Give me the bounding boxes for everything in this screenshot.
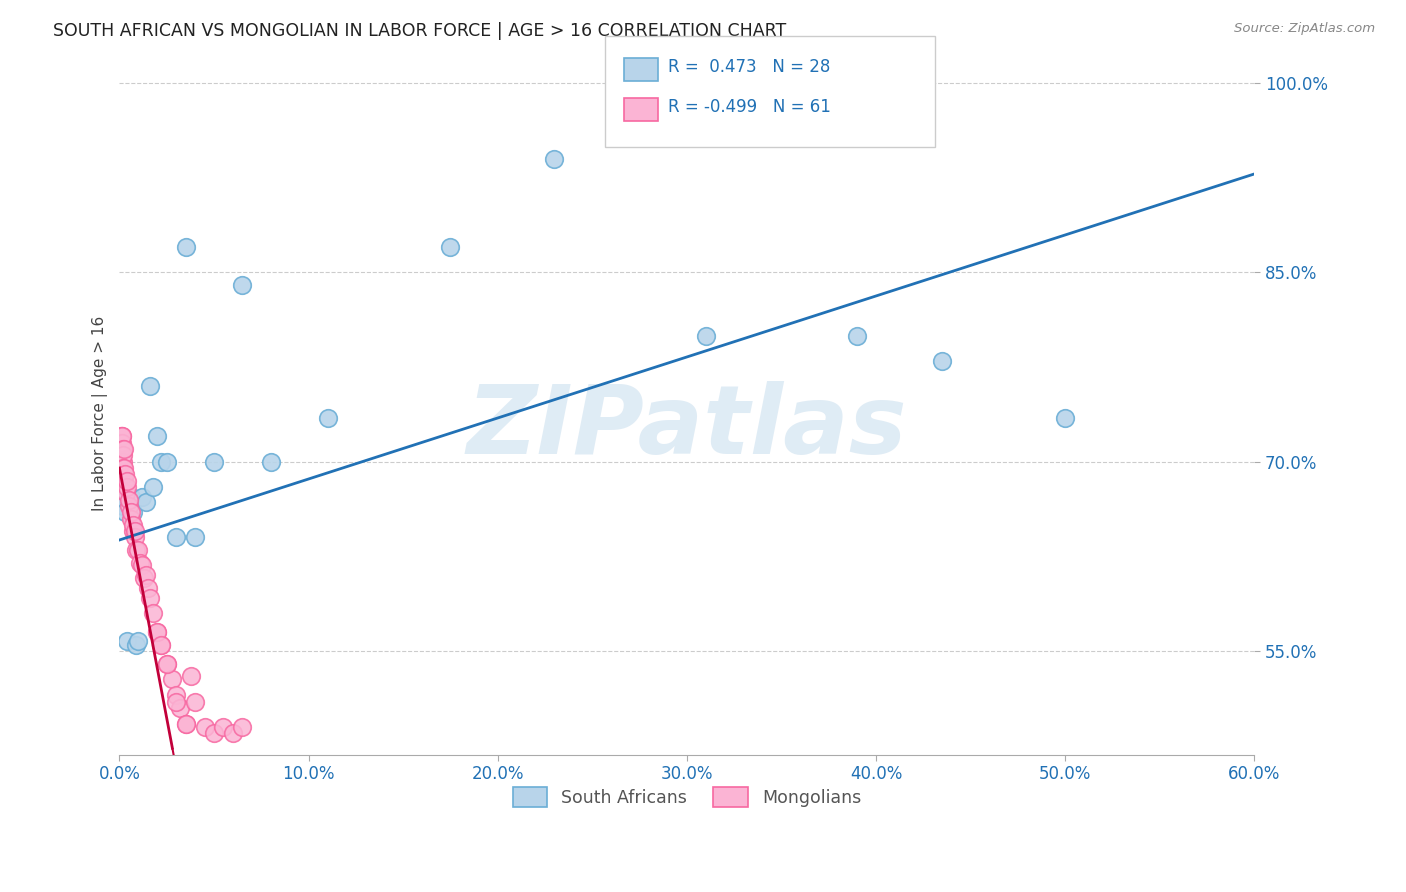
Point bbox=[120, 505, 142, 519]
Point bbox=[112, 467, 135, 482]
Point bbox=[156, 455, 179, 469]
Y-axis label: In Labor Force | Age > 16: In Labor Force | Age > 16 bbox=[93, 316, 108, 511]
Point bbox=[180, 669, 202, 683]
Point bbox=[110, 442, 132, 456]
Point bbox=[125, 543, 148, 558]
Point bbox=[193, 720, 215, 734]
Point bbox=[931, 353, 953, 368]
Point bbox=[184, 531, 207, 545]
Text: R =  0.473   N = 28: R = 0.473 N = 28 bbox=[668, 58, 830, 76]
Legend: South Africans, Mongolians: South Africans, Mongolians bbox=[506, 780, 868, 814]
Point bbox=[121, 524, 143, 538]
Point bbox=[112, 442, 135, 456]
Point bbox=[114, 480, 136, 494]
Point bbox=[110, 455, 132, 469]
Point bbox=[112, 461, 135, 475]
Point bbox=[115, 480, 138, 494]
Point bbox=[129, 556, 152, 570]
Point bbox=[165, 688, 187, 702]
Point bbox=[111, 455, 134, 469]
Point bbox=[543, 152, 565, 166]
Point bbox=[118, 499, 141, 513]
Point bbox=[110, 455, 132, 469]
Point bbox=[131, 558, 153, 573]
Point bbox=[150, 455, 173, 469]
Point bbox=[222, 726, 245, 740]
Text: Source: ZipAtlas.com: Source: ZipAtlas.com bbox=[1234, 22, 1375, 36]
Point bbox=[121, 505, 143, 519]
Point bbox=[174, 717, 197, 731]
Point bbox=[120, 490, 142, 504]
Point bbox=[1054, 410, 1077, 425]
Point bbox=[114, 505, 136, 519]
Text: R = -0.499   N = 61: R = -0.499 N = 61 bbox=[668, 98, 831, 116]
Point bbox=[136, 581, 159, 595]
Point bbox=[112, 461, 135, 475]
Point bbox=[112, 449, 135, 463]
Point bbox=[124, 531, 146, 545]
Point bbox=[231, 720, 253, 734]
Point bbox=[316, 410, 339, 425]
Point bbox=[110, 492, 132, 507]
Point bbox=[184, 694, 207, 708]
Point bbox=[150, 638, 173, 652]
Point bbox=[124, 524, 146, 538]
Point bbox=[138, 591, 160, 605]
Point bbox=[110, 429, 132, 443]
Point bbox=[120, 511, 142, 525]
Point bbox=[202, 455, 225, 469]
Point bbox=[156, 657, 179, 671]
Point bbox=[132, 571, 155, 585]
Point bbox=[111, 429, 134, 443]
Point bbox=[111, 442, 134, 456]
Point bbox=[112, 474, 135, 488]
Point bbox=[846, 328, 869, 343]
Point bbox=[231, 278, 253, 293]
Point bbox=[156, 657, 179, 671]
Point bbox=[111, 455, 134, 469]
Point bbox=[202, 726, 225, 740]
Point bbox=[169, 701, 191, 715]
Point bbox=[117, 474, 139, 488]
Point bbox=[114, 467, 136, 482]
Text: ZIPatlas: ZIPatlas bbox=[467, 381, 907, 474]
Point bbox=[150, 638, 173, 652]
Point bbox=[127, 634, 149, 648]
Point bbox=[127, 543, 149, 558]
Point bbox=[115, 486, 138, 500]
Point bbox=[135, 495, 157, 509]
Point bbox=[111, 449, 134, 463]
Point bbox=[146, 625, 169, 640]
Point bbox=[110, 435, 132, 450]
Point bbox=[111, 429, 134, 443]
Point bbox=[135, 568, 157, 582]
Point bbox=[125, 638, 148, 652]
Point bbox=[695, 328, 717, 343]
Point bbox=[122, 517, 145, 532]
Point bbox=[142, 480, 165, 494]
Point bbox=[165, 694, 187, 708]
Point bbox=[142, 606, 165, 620]
Point bbox=[115, 634, 138, 648]
Point bbox=[110, 455, 132, 469]
Text: SOUTH AFRICAN VS MONGOLIAN IN LABOR FORCE | AGE > 16 CORRELATION CHART: SOUTH AFRICAN VS MONGOLIAN IN LABOR FORC… bbox=[53, 22, 787, 40]
Point bbox=[174, 717, 197, 731]
Point bbox=[146, 429, 169, 443]
Point bbox=[110, 442, 132, 456]
Point bbox=[112, 499, 135, 513]
Point bbox=[146, 625, 169, 640]
Point bbox=[131, 490, 153, 504]
Point bbox=[165, 531, 187, 545]
Point bbox=[174, 240, 197, 254]
Point bbox=[138, 379, 160, 393]
Point bbox=[162, 672, 184, 686]
Point bbox=[260, 455, 283, 469]
Point bbox=[111, 435, 134, 450]
Point bbox=[118, 492, 141, 507]
Point bbox=[212, 720, 235, 734]
Point bbox=[439, 240, 461, 254]
